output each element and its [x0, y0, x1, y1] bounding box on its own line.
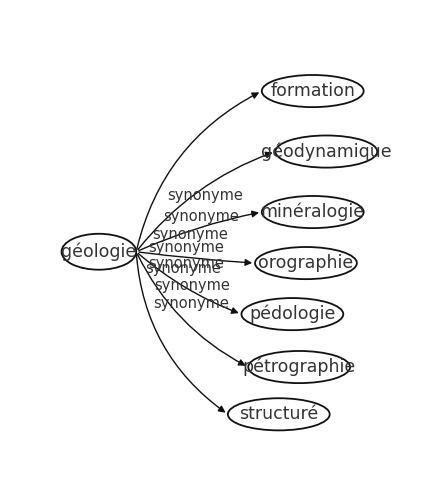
FancyArrowPatch shape — [138, 253, 237, 313]
Ellipse shape — [255, 247, 357, 279]
FancyArrowPatch shape — [139, 211, 258, 250]
Ellipse shape — [241, 298, 343, 330]
Ellipse shape — [228, 398, 330, 431]
Ellipse shape — [61, 234, 136, 270]
Text: géodynamique: géodynamique — [261, 142, 392, 161]
FancyArrowPatch shape — [138, 254, 244, 365]
Text: synonyme: synonyme — [167, 188, 244, 203]
FancyArrowPatch shape — [137, 93, 258, 249]
FancyArrowPatch shape — [136, 254, 224, 412]
Text: synonyme: synonyme — [154, 278, 230, 293]
Text: synonyme: synonyme — [148, 240, 224, 255]
FancyArrowPatch shape — [138, 152, 271, 249]
Ellipse shape — [248, 351, 350, 383]
Text: synonyme: synonyme — [145, 261, 221, 276]
Text: formation: formation — [270, 82, 355, 100]
Text: synonyme: synonyme — [152, 227, 228, 242]
Text: géologie: géologie — [61, 243, 137, 261]
Text: synonyme: synonyme — [148, 256, 224, 271]
Text: synonyme: synonyme — [154, 296, 230, 311]
Text: minéralogie: minéralogie — [261, 203, 365, 221]
Text: structuré: structuré — [239, 405, 318, 423]
FancyArrowPatch shape — [139, 252, 251, 265]
Text: pédologie: pédologie — [249, 305, 336, 324]
Text: pétrographie: pétrographie — [243, 358, 356, 376]
Ellipse shape — [262, 196, 364, 228]
Ellipse shape — [262, 75, 364, 107]
Ellipse shape — [276, 136, 377, 167]
Text: orographie: orographie — [258, 254, 353, 272]
Text: synonyme: synonyme — [163, 209, 239, 223]
